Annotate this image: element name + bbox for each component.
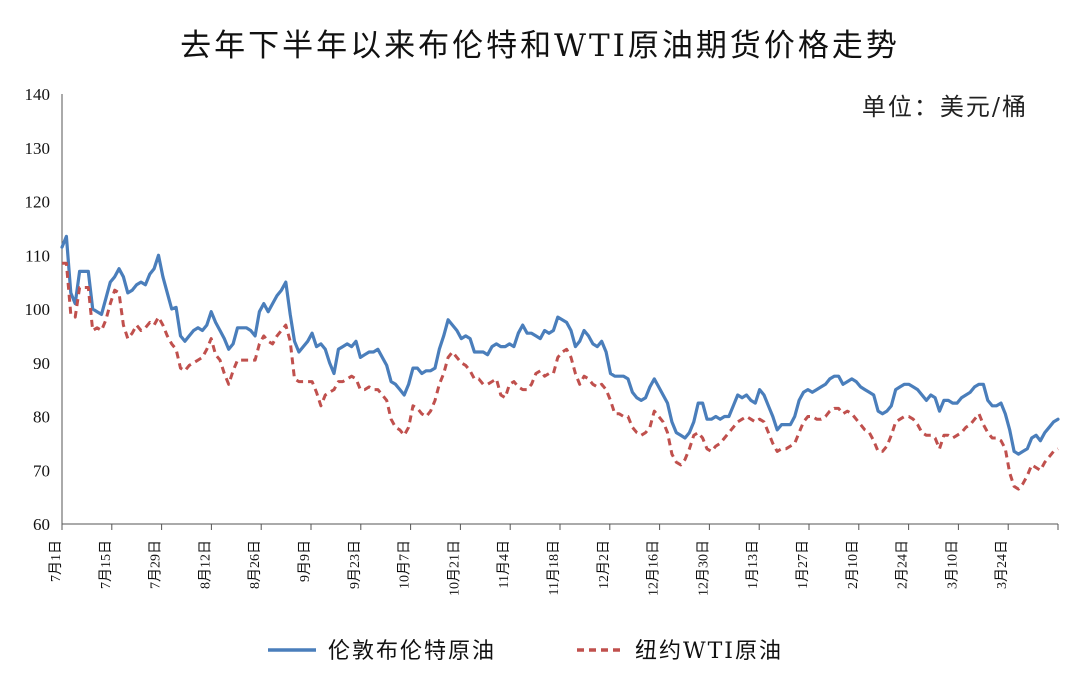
x-tick-label: 12月16日 [646,540,662,596]
y-tick-label: 140 [25,85,51,104]
y-tick-label: 110 [25,246,50,265]
y-tick-label: 80 [33,408,50,427]
x-tick-label: 7月29日 [148,540,164,589]
x-tick-label: 10月21日 [446,540,462,596]
x-tick-label: 11月18日 [546,540,562,595]
x-tick-label: 2月10日 [845,540,861,589]
x-tick-label: 1月13日 [745,540,761,589]
y-tick-label: 70 [33,461,50,480]
legend: 伦敦布伦特原油 纽约WTI原油 [268,639,783,664]
x-tick-label: 10月7日 [397,540,413,589]
x-tick-label: 2月24日 [895,540,911,589]
x-tick-label: 7月15日 [98,540,114,589]
x-tick-label: 9月23日 [347,540,363,589]
series-line-brent [60,234,1060,456]
x-axis-ticks: 7月1日 7月15日 7月29日 8月12日 8月26日 9月9日 9月23日 10月7日 10… [48,524,1059,596]
x-tick-label: 8月12日 [197,540,213,589]
y-tick-label: 90 [33,354,50,373]
x-tick-label: 8月26日 [247,540,263,589]
x-tick-label: 1月27日 [795,540,811,589]
legend-label-wti: 纽约WTI原油 [635,639,783,664]
x-tick-label: 12月30日 [695,540,711,596]
x-tick-label: 3月24日 [994,540,1010,589]
x-tick-label: 12月2日 [596,540,612,589]
y-tick-label: 100 [25,300,51,319]
y-tick-label: 60 [33,515,50,534]
y-tick-label: 120 [25,193,51,212]
series-layer [60,234,1060,491]
x-tick-label: 7月1日 [48,540,64,582]
y-tick-label: 130 [25,139,51,158]
legend-label-brent: 伦敦布伦特原油 [328,639,496,664]
chart-title: 去年下半年以来布伦特和WTI原油期货价格走势 [180,28,900,64]
x-tick-label: 9月9日 [297,540,313,582]
series-line-wti [62,261,1059,491]
x-tick-label: 11月4日 [496,540,512,588]
x-tick-label: 3月10日 [944,540,960,589]
unit-label: 单位：美元/桶 [862,93,1028,121]
y-axis-ticks: 60 70 80 90 100 110 120 130 140 [25,85,51,534]
